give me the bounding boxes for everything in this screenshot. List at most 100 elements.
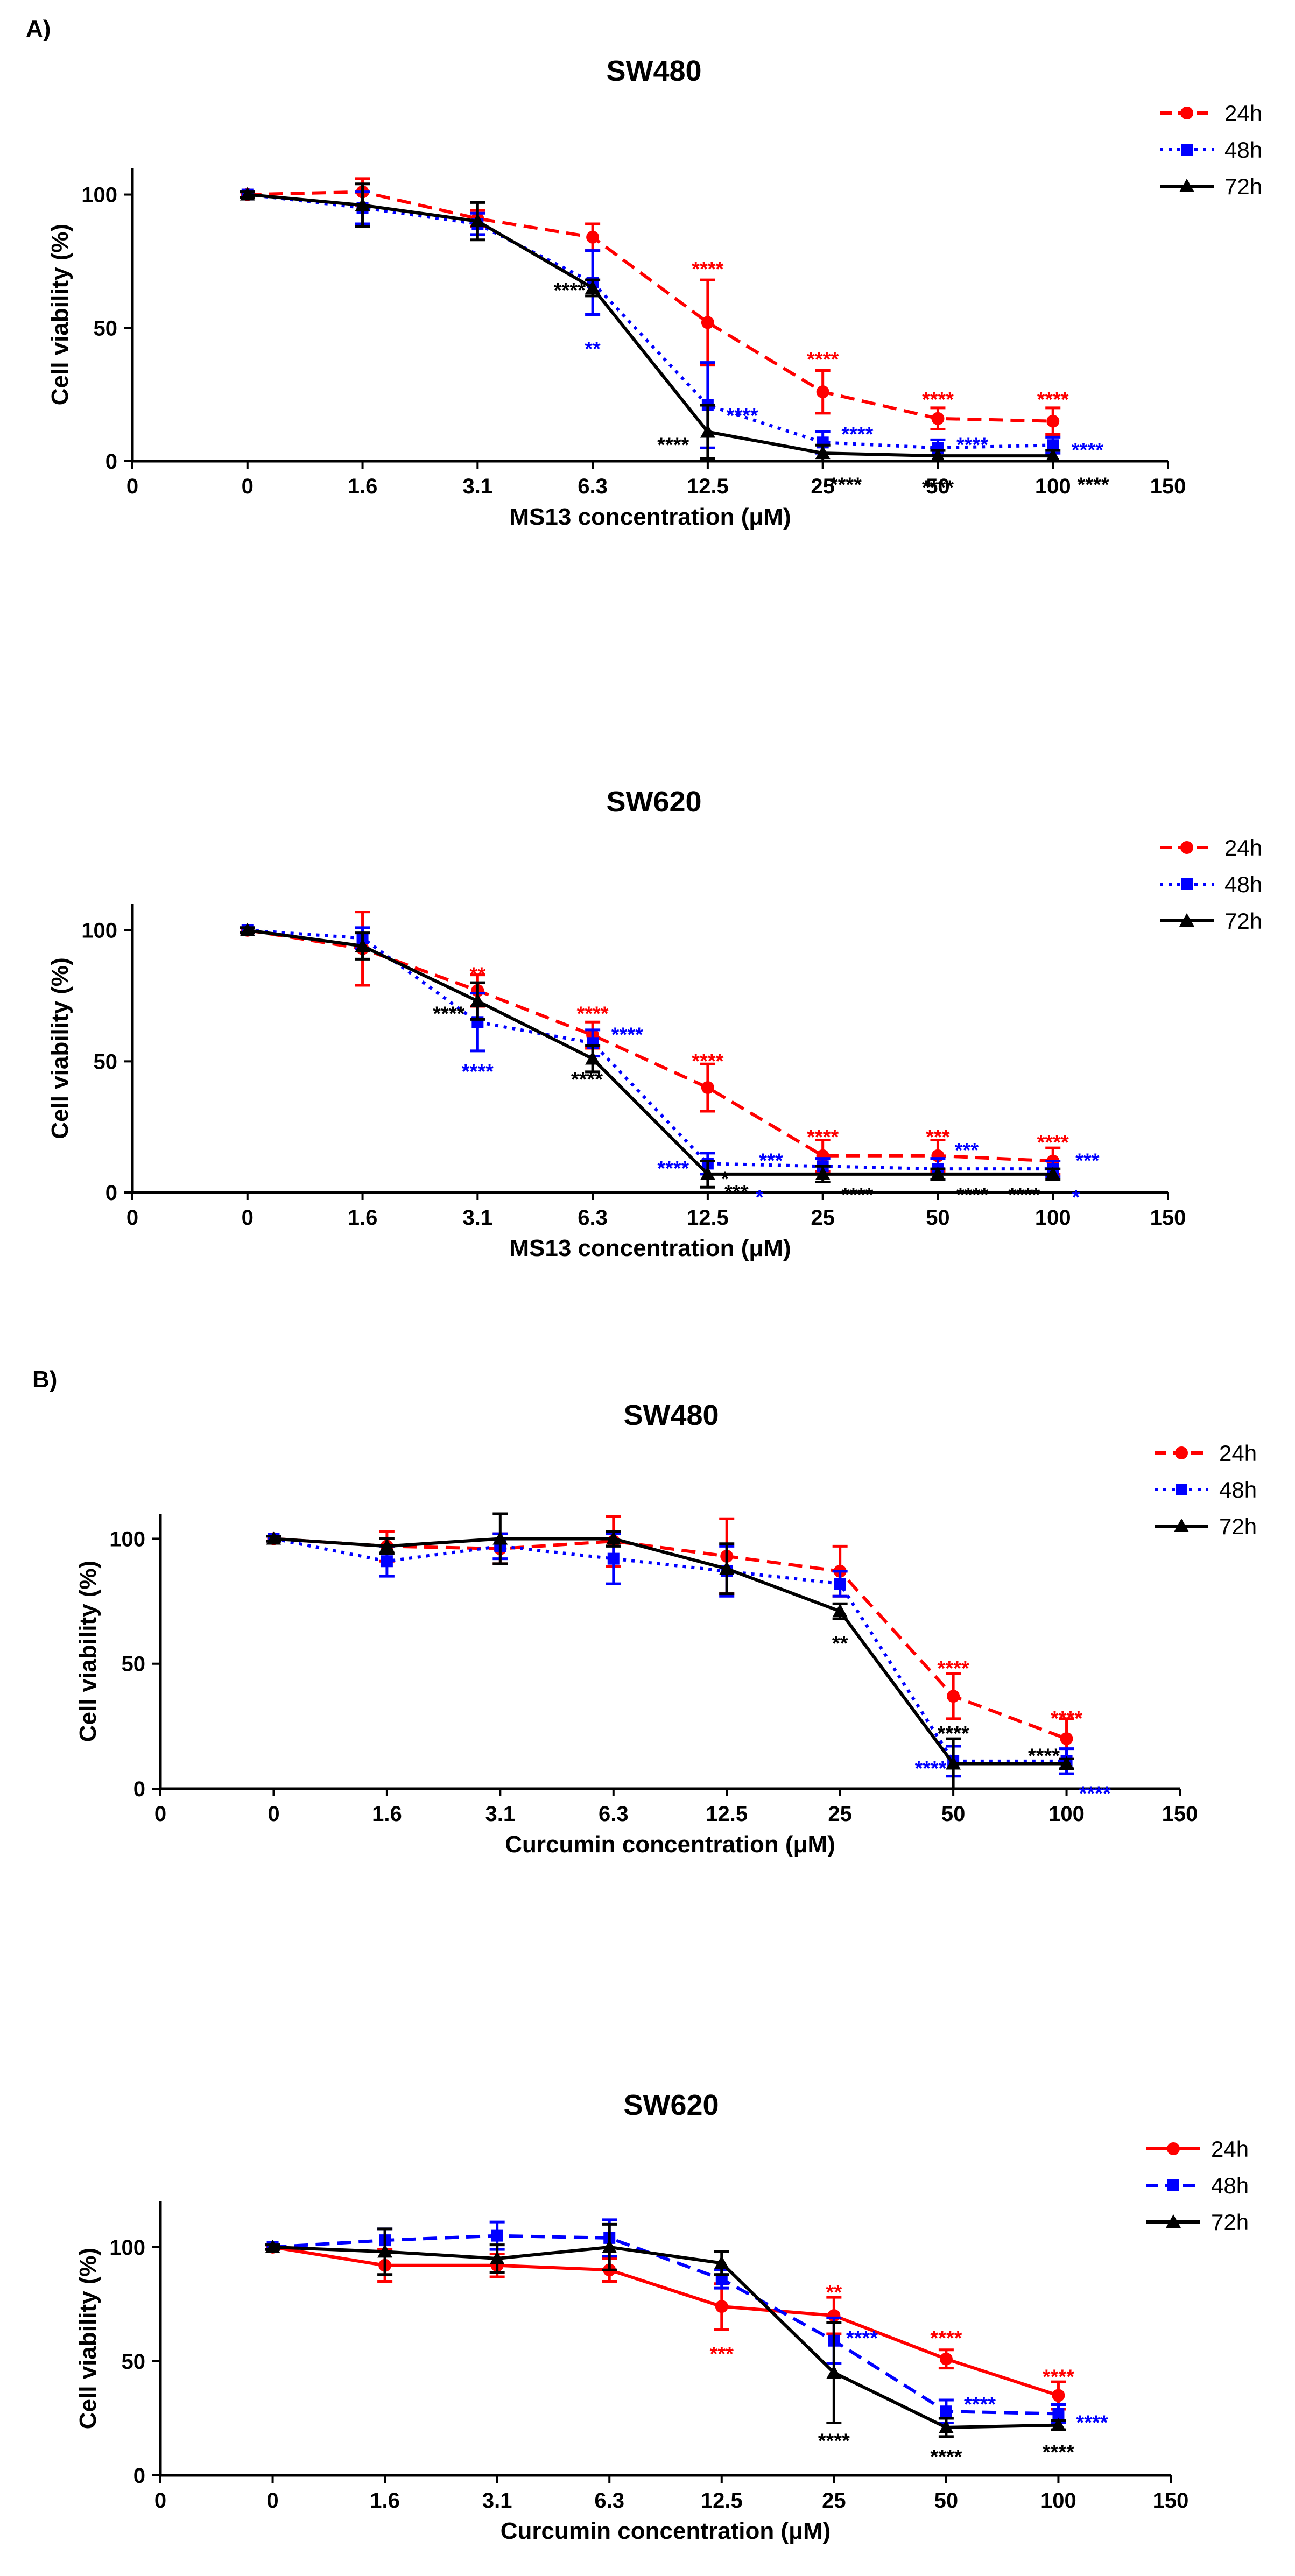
data-point [379, 1538, 395, 1552]
significance-label: **** [692, 258, 723, 280]
significance-label: **** [807, 349, 839, 371]
data-point [946, 1756, 961, 1770]
significance-label: *** [926, 1126, 950, 1149]
x-tick-label: 150 [1150, 1206, 1186, 1230]
x-tick-label: 12.5 [687, 1206, 729, 1230]
legend-label: 24h [1224, 101, 1262, 126]
x-tick-label: 1.6 [372, 1802, 402, 1826]
x-tick-label: 3.1 [463, 475, 493, 498]
series-line [272, 2245, 1059, 2397]
significance-label: **** [554, 279, 586, 302]
legend-marker [1166, 2214, 1181, 2228]
y-tick-label: 100 [109, 1527, 145, 1551]
significance-label: **** [1028, 1745, 1060, 1768]
data-point [815, 1166, 831, 1180]
data-point [470, 993, 485, 1007]
chart-title: SW620 [623, 2089, 719, 2121]
data-point [607, 1552, 620, 1565]
x-tick-label: 50 [926, 1206, 950, 1230]
x-tick-label: 50 [934, 2489, 959, 2513]
x-tick-label: 3.1 [463, 1206, 493, 1230]
legend-marker [1167, 2142, 1180, 2155]
data-point [939, 2352, 953, 2366]
significance-label: **** [611, 1024, 643, 1047]
series-line [247, 928, 1053, 1176]
chart-title: SW620 [606, 786, 701, 818]
x-tick-label: 0 [154, 2489, 166, 2513]
significance-label: **** [577, 1003, 609, 1026]
x-tick-label: 150 [1162, 1802, 1198, 1826]
significance-label: **** [433, 1003, 464, 1026]
significance-label: ** [470, 964, 486, 986]
x-tick-label: 0 [126, 1206, 138, 1230]
y-tick-label: 50 [122, 1653, 146, 1676]
data-point [355, 938, 370, 952]
significance-label: **** [1077, 474, 1109, 497]
significance-label: **** [1043, 2441, 1074, 2464]
series-24h [265, 2240, 1066, 2411]
significance-label: **** [462, 1061, 494, 1083]
significance-label: ** [832, 1633, 848, 1655]
legend-marker [1175, 1446, 1188, 1459]
y-axis-label: Cell viability (%) [47, 224, 73, 405]
significance-label: ** [585, 338, 601, 361]
significance-label: **** [807, 1126, 839, 1149]
significance-label: **** [930, 2327, 962, 2350]
legend-label: 72h [1211, 2210, 1249, 2235]
data-point [586, 230, 600, 244]
data-point [826, 2365, 842, 2379]
significance-label: **** [914, 1758, 946, 1780]
x-tick-label: 0 [242, 1206, 254, 1230]
significance-label: **** [657, 1158, 689, 1180]
significance-label: *** [955, 1139, 979, 1162]
significance-label: **** [964, 2394, 996, 2416]
significance-label: **** [1076, 2411, 1108, 2434]
data-point [930, 448, 946, 462]
data-point [1046, 414, 1060, 428]
x-tick-label: 25 [811, 475, 835, 498]
data-point [1047, 439, 1059, 451]
x-tick-label: 6.3 [599, 1802, 629, 1826]
x-axis-label: MS13 concentration (μM) [509, 504, 791, 530]
data-point [715, 2273, 728, 2285]
legend-label: 48h [1211, 2173, 1249, 2198]
significance-label: *** [1075, 1150, 1100, 1173]
x-tick-label: 25 [822, 2489, 846, 2513]
legend-label: 48h [1224, 872, 1262, 897]
x-tick-label: 1.6 [370, 2489, 400, 2513]
data-point [1045, 1166, 1061, 1180]
series-72h [265, 2222, 1066, 2438]
y-tick-label: 0 [105, 1181, 117, 1205]
data-point [377, 2244, 393, 2258]
significance-label: **** [1037, 389, 1069, 411]
x-tick-label: 3.1 [485, 1802, 516, 1826]
data-point [585, 1051, 601, 1065]
data-point [585, 280, 601, 294]
data-point [930, 1166, 946, 1180]
legend-marker [1180, 107, 1193, 119]
data-point [719, 1561, 735, 1575]
x-tick-label: 0 [268, 1802, 279, 1826]
legend-marker [1181, 144, 1193, 156]
x-tick-label: 12.5 [701, 2489, 743, 2513]
data-point [489, 2251, 505, 2265]
significance-label: **** [841, 423, 873, 446]
data-point [815, 446, 831, 460]
x-axis-label: Curcumin concentration (μM) [505, 1831, 835, 1858]
data-point [714, 2255, 729, 2269]
x-tick-label: 150 [1153, 2489, 1189, 2513]
data-point [492, 1531, 508, 1545]
x-tick-label: 1.6 [348, 1206, 378, 1230]
significance-label: **** [938, 1723, 969, 1745]
x-tick-label: 0 [242, 475, 254, 498]
data-point [470, 214, 485, 228]
legend-label: 24h [1224, 835, 1262, 860]
y-tick-label: 0 [133, 1777, 145, 1801]
x-tick-label: 50 [941, 1802, 966, 1826]
significance-label: **** [726, 405, 758, 427]
significance-label: **** [1008, 1184, 1040, 1206]
legend-marker [1179, 913, 1194, 927]
y-tick-label: 50 [94, 316, 118, 340]
